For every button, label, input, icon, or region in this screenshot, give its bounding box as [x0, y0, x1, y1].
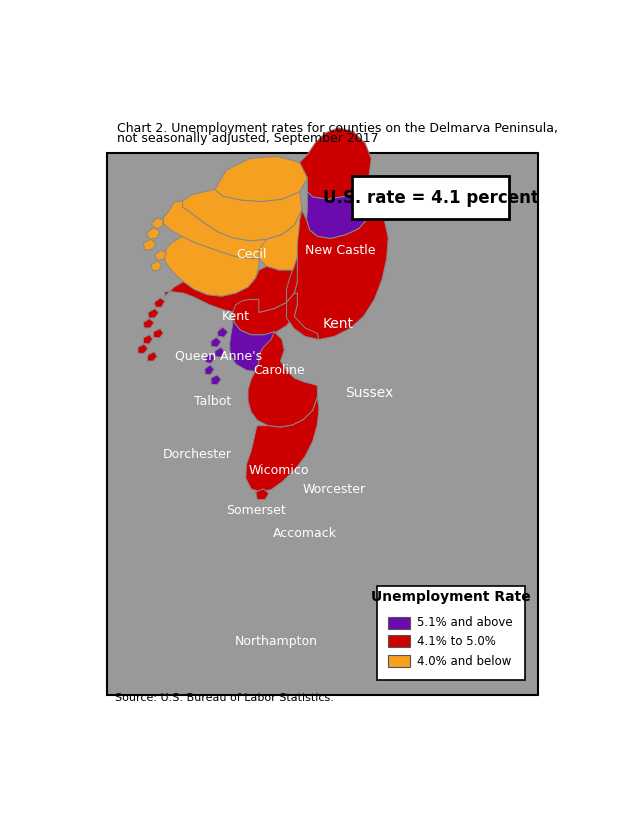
Polygon shape	[246, 397, 319, 492]
Polygon shape	[151, 261, 162, 271]
Bar	[388, 635, 409, 647]
Polygon shape	[287, 293, 319, 339]
Polygon shape	[256, 489, 269, 500]
Bar	[388, 617, 409, 629]
Polygon shape	[143, 318, 154, 328]
Polygon shape	[206, 353, 215, 363]
Polygon shape	[164, 201, 306, 259]
FancyBboxPatch shape	[377, 586, 525, 680]
Polygon shape	[259, 210, 318, 270]
Text: Worcester: Worcester	[303, 484, 366, 496]
FancyBboxPatch shape	[352, 176, 509, 219]
Text: Northampton: Northampton	[235, 635, 318, 648]
Polygon shape	[215, 347, 225, 357]
Text: Unemployment Rate: Unemployment Rate	[372, 589, 532, 604]
Text: Chart 2. Unemployment rates for counties on the Delmarva Peninsula,: Chart 2. Unemployment rates for counties…	[117, 121, 558, 134]
Polygon shape	[143, 239, 155, 250]
Polygon shape	[217, 327, 228, 337]
Polygon shape	[147, 352, 157, 361]
Polygon shape	[215, 156, 308, 202]
Polygon shape	[147, 228, 160, 239]
Text: Cecil: Cecil	[236, 248, 267, 261]
Text: not seasonally adjusted, September 2017: not seasonally adjusted, September 2017	[117, 133, 379, 146]
Text: Caroline: Caroline	[253, 364, 304, 377]
Text: New Castle: New Castle	[305, 244, 376, 257]
Polygon shape	[154, 298, 165, 307]
Text: 4.1% to 5.0%: 4.1% to 5.0%	[418, 635, 496, 648]
Text: Accomack: Accomack	[273, 527, 337, 540]
Polygon shape	[287, 256, 298, 303]
Text: 5.1% and above: 5.1% and above	[418, 616, 513, 629]
Polygon shape	[153, 329, 164, 338]
Bar	[107, 153, 538, 695]
Text: U.S. rate = 4.1 percent: U.S. rate = 4.1 percent	[323, 189, 538, 207]
Polygon shape	[306, 176, 374, 239]
Polygon shape	[155, 250, 167, 260]
Polygon shape	[164, 236, 259, 296]
Polygon shape	[299, 128, 371, 199]
Text: Talbot: Talbot	[194, 395, 231, 408]
Text: 4.0% and below: 4.0% and below	[418, 654, 512, 667]
Polygon shape	[182, 190, 302, 241]
Polygon shape	[165, 266, 298, 313]
Polygon shape	[151, 218, 164, 229]
Text: Somerset: Somerset	[226, 504, 286, 517]
Polygon shape	[148, 309, 159, 318]
Polygon shape	[230, 313, 284, 372]
Text: Kent: Kent	[323, 317, 353, 331]
Text: Sussex: Sussex	[345, 387, 393, 400]
Text: Queen Anne's: Queen Anne's	[175, 350, 262, 363]
Bar	[388, 655, 409, 667]
Polygon shape	[248, 332, 318, 427]
Polygon shape	[233, 293, 298, 335]
Text: Source: U.S. Bureau of Labor Statistics.: Source: U.S. Bureau of Labor Statistics.	[115, 693, 334, 703]
Text: Kent: Kent	[222, 310, 250, 323]
Polygon shape	[143, 335, 153, 344]
Polygon shape	[138, 344, 148, 353]
Text: Dorchester: Dorchester	[163, 449, 231, 462]
Polygon shape	[211, 375, 221, 385]
Polygon shape	[287, 201, 388, 339]
Text: Wicomico: Wicomico	[248, 464, 309, 477]
Polygon shape	[205, 365, 214, 375]
Polygon shape	[211, 337, 221, 347]
